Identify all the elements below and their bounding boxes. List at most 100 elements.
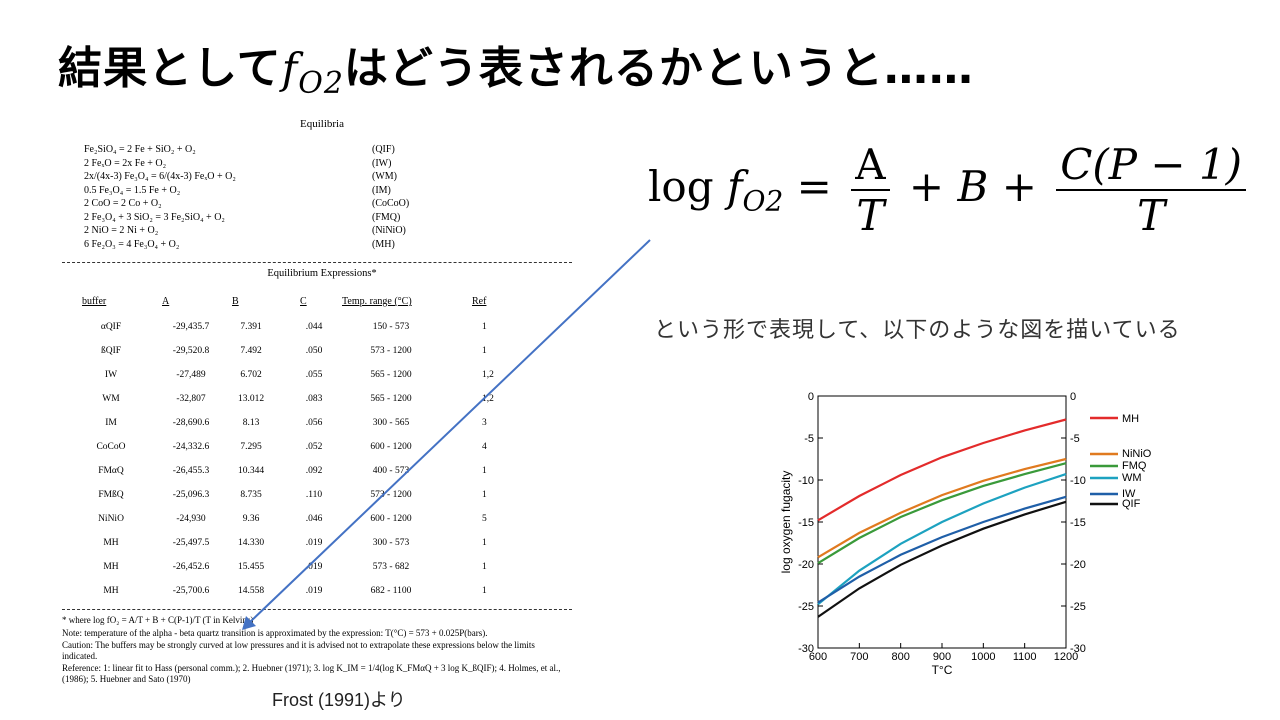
table-cell: 1,2 [482,394,494,404]
table-cell: .019 [305,586,323,596]
table-cell: 150 - 573 [372,322,410,332]
column-header: A [162,296,170,307]
table-cell: .046 [305,514,323,524]
table-cell: 1 [482,490,487,500]
paper-note: Reference: 1: linear fit to Hass (person… [62,663,561,684]
table-cell: 682 - 1100 [370,586,412,596]
column-header: Temp. range (°C) [342,296,412,307]
legend-label: QIF [1122,498,1141,510]
x-axis-label: T°C [932,663,953,677]
y-tick-label-right: -30 [1070,643,1086,655]
table-cell: 600 - 1200 [370,442,412,452]
series-line [817,457,1067,559]
y-tick-label: -15 [798,517,814,529]
citation: Frost (1991)より [272,690,406,710]
equilibrium-row: 2 CoO = 2 Co + O₂ (CoCoO) [84,198,564,211]
table-cell: 9.36 [242,514,260,524]
table-cell: 1 [482,562,487,572]
legend-label: NiNiO [1122,448,1152,460]
column-header: B [232,296,239,307]
paper-note: Caution: The buffers may be strongly cur… [62,640,535,661]
table-cell: 13.012 [237,394,265,404]
series-line [817,473,1067,606]
y-tick-label: -30 [798,643,814,655]
equilibrium-row: 0.5 Fe₃O₄ = 1.5 Fe + O₂ (IM) [84,185,564,198]
formula-plus: + [908,162,945,211]
x-tick-label: 1200 [1054,651,1078,663]
y-tick-label-right: -15 [1070,517,1086,529]
equilibrium-row: 6 Fe₂O₃ = 4 Fe₃O₄ + O₂ (MH) [84,239,564,252]
equilibrium-row: Fe₂SiO₄ = 2 Fe + SiO₂ + O₂ (QIF) [84,144,564,157]
table-cell: WM [102,394,120,404]
fraction-c-over-t: C(P − 1) T [1056,140,1247,240]
formula-b: B [957,162,989,211]
equilibrium-row: 2x/(4x-3) Fe₃O₄ = 6/(4x-3) FeₓO + O₂ (WM) [84,171,564,184]
column-header: Ref [472,296,487,307]
table-cell: .092 [305,466,323,476]
equilibrium-code: (IW) [372,157,392,169]
series-line [817,495,1067,604]
table-cell: 1 [482,466,487,476]
table-cell: IW [104,370,118,380]
equilibrium-row: 2 Fe₃O₄ + 3 SiO₂ = 3 Fe₂SiO₄ + O₂ (FMQ) [84,212,564,225]
y-tick-label-right: -25 [1070,601,1086,613]
table-cell: 15.455 [237,562,265,572]
equilibrium-reaction: 2 Fe₃O₄ + 3 SiO₂ = 3 Fe₂SiO₄ + O₂ [84,211,225,223]
table-cell: 7.295 [240,442,262,452]
equilibrium-code: (WM) [372,171,397,182]
table-cell: -28,690.6 [172,418,210,428]
title-suffix: はどう表されるかというと…… [343,43,974,94]
table-cell: 14.330 [237,538,265,548]
equilibrium-reaction: 2 NiO = 2 Ni + O₂ [84,225,159,236]
title-math-sub: O2 [298,66,344,101]
table-cell: 1 [482,346,487,356]
legend-label: IW [1122,488,1136,500]
equilibrium-code: (NiNiO) [372,225,406,236]
table-cell: .050 [305,346,323,356]
table-cell: 8.13 [242,418,260,428]
equilibrium-code: (IM) [372,184,391,196]
x-tick-label: 700 [850,651,868,663]
equilibrium-reaction: 2 CoO = 2 Co + O₂ [84,198,162,209]
table-cell: FMαQ [98,466,124,476]
expressions-heading: Equilibrium Expressions* [267,268,377,279]
table-cell: -24,930 [176,514,206,524]
table-cell: ßQIF [100,346,122,356]
table-cell: 3 [482,418,487,428]
table-cell: 8.735 [240,490,262,500]
formula-log: log [648,162,714,211]
table-cell: CoCoO [96,442,126,452]
table-cell: 4 [482,442,487,452]
formula-c-term: C(P − 1) [1056,140,1247,191]
x-tick-label: 1100 [1013,651,1037,663]
equilibrium-code: (FMQ) [372,211,401,223]
y-tick-label: -10 [798,475,814,487]
column-header: buffer [82,296,107,307]
formula-a: A [851,140,890,191]
divider [62,262,572,263]
table-cell: .044 [305,322,323,332]
series-line [817,462,1067,565]
paper-note: * where log fO₂ = A/T + B + C(P-1)/T (T … [62,615,254,625]
formula-f: f [726,162,743,211]
column-header: C [300,296,307,307]
equilibrium-reaction: 2x/(4x-3) Fe₃O₄ = 6/(4x-3) FeₓO + O₂ [84,171,236,182]
table-cell: 1 [482,538,487,548]
legend-label: MH [1122,413,1139,425]
table-cell: 7.391 [240,322,262,332]
table-cell: 6.702 [240,370,262,380]
table-cell: -25,497.5 [172,538,210,548]
series-line [817,500,1067,618]
y-tick-label-right: -10 [1070,475,1086,487]
table-cell: .083 [305,394,323,404]
x-tick-label: 1000 [971,651,995,663]
table-cell: MH [103,538,119,548]
table-cell: αQIF [100,322,122,332]
table-cell: 1 [482,322,487,332]
paper-excerpt: Equilibria Fe₂SiO₄ = 2 Fe + SiO₂ + O₂ (QI… [62,112,582,712]
table-cell: -25,096.3 [172,490,210,500]
table-cell: .019 [305,562,323,572]
table-cell: .052 [305,442,323,452]
